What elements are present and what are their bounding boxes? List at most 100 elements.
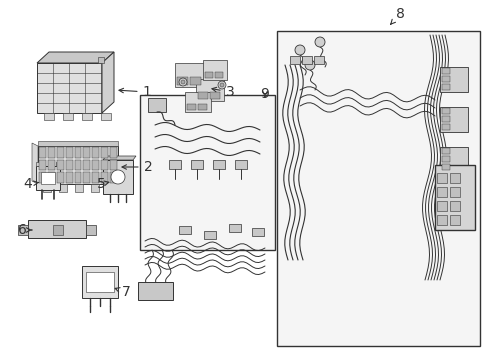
Text: 7: 7 [115, 285, 130, 299]
Bar [198, 92, 207, 99]
Polygon shape [82, 266, 118, 298]
Bar [449, 215, 459, 225]
Bar [110, 147, 117, 158]
Circle shape [294, 45, 305, 55]
Bar [110, 172, 117, 183]
Text: 9: 9 [260, 87, 269, 101]
Bar [203, 231, 216, 239]
Polygon shape [63, 113, 73, 120]
Polygon shape [36, 162, 40, 166]
Bar [65, 172, 72, 183]
Bar [434, 165, 474, 230]
Polygon shape [196, 79, 224, 101]
Bar [228, 224, 241, 232]
Bar [92, 172, 99, 183]
Bar [39, 147, 46, 158]
Text: 2: 2 [122, 160, 152, 174]
Bar [441, 108, 449, 114]
Bar [48, 172, 55, 183]
Circle shape [111, 170, 125, 184]
Bar [59, 184, 67, 192]
Bar [101, 172, 108, 183]
Bar [449, 187, 459, 197]
Bar [441, 84, 449, 90]
Bar [86, 272, 114, 292]
Polygon shape [175, 63, 204, 87]
Bar [92, 160, 99, 170]
Polygon shape [101, 113, 111, 120]
Circle shape [305, 60, 314, 70]
Bar [441, 164, 449, 170]
Bar [213, 160, 224, 169]
Bar [215, 72, 223, 78]
Polygon shape [102, 52, 114, 113]
Bar [302, 56, 311, 64]
Bar [198, 104, 206, 110]
Bar [251, 228, 264, 236]
Bar [65, 160, 72, 170]
Bar [441, 116, 449, 122]
Polygon shape [18, 225, 28, 235]
Bar [204, 72, 213, 78]
Bar [83, 172, 90, 183]
Bar [48, 147, 55, 158]
Bar [43, 184, 51, 192]
Circle shape [179, 78, 186, 86]
Bar [179, 226, 191, 234]
Polygon shape [56, 162, 60, 166]
Circle shape [181, 80, 184, 84]
Bar [169, 160, 181, 169]
Polygon shape [28, 220, 86, 238]
Bar [65, 147, 72, 158]
Bar [441, 156, 449, 162]
Polygon shape [36, 166, 60, 190]
Bar [83, 160, 90, 170]
Bar [190, 77, 201, 85]
Bar [441, 76, 449, 82]
Bar [57, 147, 63, 158]
Bar [101, 160, 108, 170]
Bar [191, 160, 203, 169]
Text: 5: 5 [97, 177, 109, 191]
Text: 8: 8 [390, 7, 404, 24]
Polygon shape [37, 63, 102, 113]
Polygon shape [203, 60, 226, 80]
Bar [441, 124, 449, 130]
Polygon shape [103, 160, 133, 194]
Bar [41, 172, 55, 184]
Polygon shape [86, 225, 96, 235]
Bar [439, 107, 467, 132]
Bar [148, 98, 165, 112]
Polygon shape [32, 143, 38, 184]
Bar [276, 31, 479, 346]
Bar [39, 160, 46, 170]
Bar [186, 104, 196, 110]
Text: 3: 3 [211, 85, 234, 99]
Bar [39, 172, 46, 183]
Bar [83, 147, 90, 158]
Bar [439, 147, 467, 172]
Bar [289, 56, 299, 64]
Bar [177, 77, 187, 85]
Bar [48, 160, 55, 170]
Bar [74, 160, 81, 170]
Bar [74, 172, 81, 183]
Bar [75, 184, 83, 192]
Bar [38, 141, 118, 146]
Circle shape [218, 81, 225, 89]
Bar [235, 160, 246, 169]
Bar [436, 173, 446, 183]
Bar [441, 148, 449, 154]
Text: 6: 6 [18, 223, 32, 237]
Circle shape [314, 37, 325, 47]
Bar [436, 187, 446, 197]
Circle shape [220, 83, 224, 87]
Bar [140, 95, 274, 250]
Bar [57, 160, 63, 170]
Bar [101, 147, 108, 158]
Bar [107, 184, 115, 192]
Polygon shape [98, 57, 104, 63]
Bar [92, 147, 99, 158]
Bar [110, 160, 117, 170]
Bar [209, 92, 220, 99]
